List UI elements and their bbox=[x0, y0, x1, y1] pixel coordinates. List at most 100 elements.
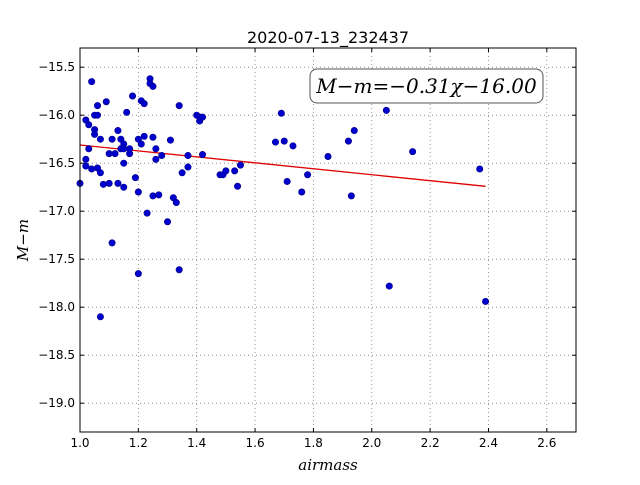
data-point bbox=[409, 148, 417, 156]
data-point bbox=[184, 152, 192, 160]
data-point bbox=[111, 150, 119, 158]
data-point bbox=[289, 142, 297, 150]
data-point bbox=[94, 111, 102, 119]
y-tick-labels: −15.5 −16.0 −16.5 −17.0 −17.5 −18.0 −18.5 −19.0 bbox=[38, 60, 75, 410]
data-point bbox=[149, 82, 157, 90]
data-point bbox=[96, 169, 104, 177]
data-point bbox=[166, 136, 174, 144]
data-point bbox=[99, 180, 107, 188]
data-point bbox=[178, 169, 186, 177]
data-point bbox=[152, 155, 160, 163]
y-tick-label: −16.5 bbox=[38, 156, 75, 170]
data-point bbox=[108, 135, 116, 143]
data-point bbox=[96, 313, 104, 321]
data-point bbox=[143, 209, 151, 217]
data-point bbox=[123, 108, 131, 116]
data-points bbox=[76, 75, 490, 321]
data-point bbox=[88, 78, 96, 86]
data-point bbox=[347, 192, 355, 200]
y-axis-label: M−m bbox=[14, 219, 32, 262]
data-point bbox=[385, 282, 393, 290]
fit-line-layer bbox=[79, 144, 486, 187]
data-point bbox=[82, 155, 90, 163]
fit-line bbox=[79, 144, 486, 187]
data-point bbox=[96, 135, 104, 143]
fit-equation: M−m=−0.31χ−16.00 bbox=[315, 74, 537, 98]
data-point bbox=[85, 121, 93, 129]
plot-area bbox=[80, 48, 576, 432]
x-tick-label: 1.0 bbox=[70, 436, 89, 450]
x-tick-label: 2.2 bbox=[421, 436, 440, 450]
data-point bbox=[164, 218, 172, 226]
data-point bbox=[140, 132, 148, 140]
y-tick-label: −16.0 bbox=[38, 108, 75, 122]
y-tick-label: −15.5 bbox=[38, 60, 75, 74]
data-point bbox=[155, 191, 163, 199]
x-axis-label: airmass bbox=[298, 456, 358, 474]
fit-annotation: M−m=−0.31χ−16.00 bbox=[309, 68, 544, 104]
data-point bbox=[172, 199, 180, 207]
data-point bbox=[280, 137, 288, 145]
x-tick-labels: 1.0 1.2 1.4 1.6 1.8 2.0 2.2 2.4 2.6 bbox=[70, 436, 556, 450]
data-point bbox=[271, 138, 279, 146]
data-point bbox=[137, 140, 145, 148]
data-point bbox=[102, 98, 110, 106]
data-point bbox=[175, 102, 183, 110]
data-point bbox=[114, 179, 122, 187]
data-point bbox=[114, 127, 122, 135]
annotation-box bbox=[309, 68, 544, 104]
x-tick-label: 2.6 bbox=[537, 436, 556, 450]
data-point bbox=[105, 150, 113, 158]
data-point bbox=[105, 179, 113, 187]
data-point bbox=[234, 182, 242, 190]
data-point bbox=[277, 109, 285, 117]
data-point bbox=[149, 133, 157, 141]
chart-title: 2020-07-13_232437 bbox=[247, 28, 409, 48]
data-point bbox=[120, 159, 128, 167]
data-point bbox=[283, 177, 291, 185]
data-point bbox=[324, 152, 332, 160]
data-point bbox=[158, 152, 166, 160]
axis-ticks bbox=[79, 48, 576, 432]
x-tick-label: 2.0 bbox=[362, 436, 381, 450]
data-point bbox=[85, 145, 93, 153]
data-point bbox=[91, 130, 99, 138]
data-point bbox=[126, 145, 134, 153]
data-point bbox=[344, 137, 352, 145]
plot-frame bbox=[79, 47, 577, 433]
data-point bbox=[88, 165, 96, 173]
data-point bbox=[231, 167, 239, 175]
x-tick-label: 1.4 bbox=[187, 436, 206, 450]
data-point bbox=[140, 100, 148, 108]
data-point bbox=[184, 163, 192, 171]
data-point bbox=[236, 161, 244, 169]
y-tick-label: −19.0 bbox=[38, 396, 75, 410]
data-point bbox=[199, 151, 207, 159]
y-tick-label: −18.0 bbox=[38, 300, 75, 314]
data-point bbox=[134, 270, 142, 278]
data-point bbox=[152, 145, 160, 153]
data-point bbox=[129, 92, 137, 100]
data-point bbox=[476, 165, 484, 173]
data-point bbox=[131, 174, 139, 182]
data-point bbox=[382, 106, 390, 114]
y-tick-label: −18.5 bbox=[38, 348, 75, 362]
data-point bbox=[94, 102, 102, 110]
data-point bbox=[304, 171, 312, 179]
data-point bbox=[199, 113, 207, 121]
x-tick-label: 1.6 bbox=[246, 436, 265, 450]
data-point bbox=[222, 167, 230, 175]
x-tick-label: 1.2 bbox=[129, 436, 148, 450]
data-point bbox=[149, 192, 157, 200]
data-point bbox=[482, 297, 490, 305]
y-tick-label: −17.5 bbox=[38, 252, 75, 266]
data-point bbox=[108, 239, 116, 247]
data-point bbox=[298, 188, 306, 196]
data-point bbox=[120, 145, 128, 153]
y-tick-label: −17.0 bbox=[38, 204, 75, 218]
x-tick-label: 2.4 bbox=[479, 436, 498, 450]
data-point bbox=[82, 162, 90, 170]
data-point bbox=[350, 127, 358, 135]
